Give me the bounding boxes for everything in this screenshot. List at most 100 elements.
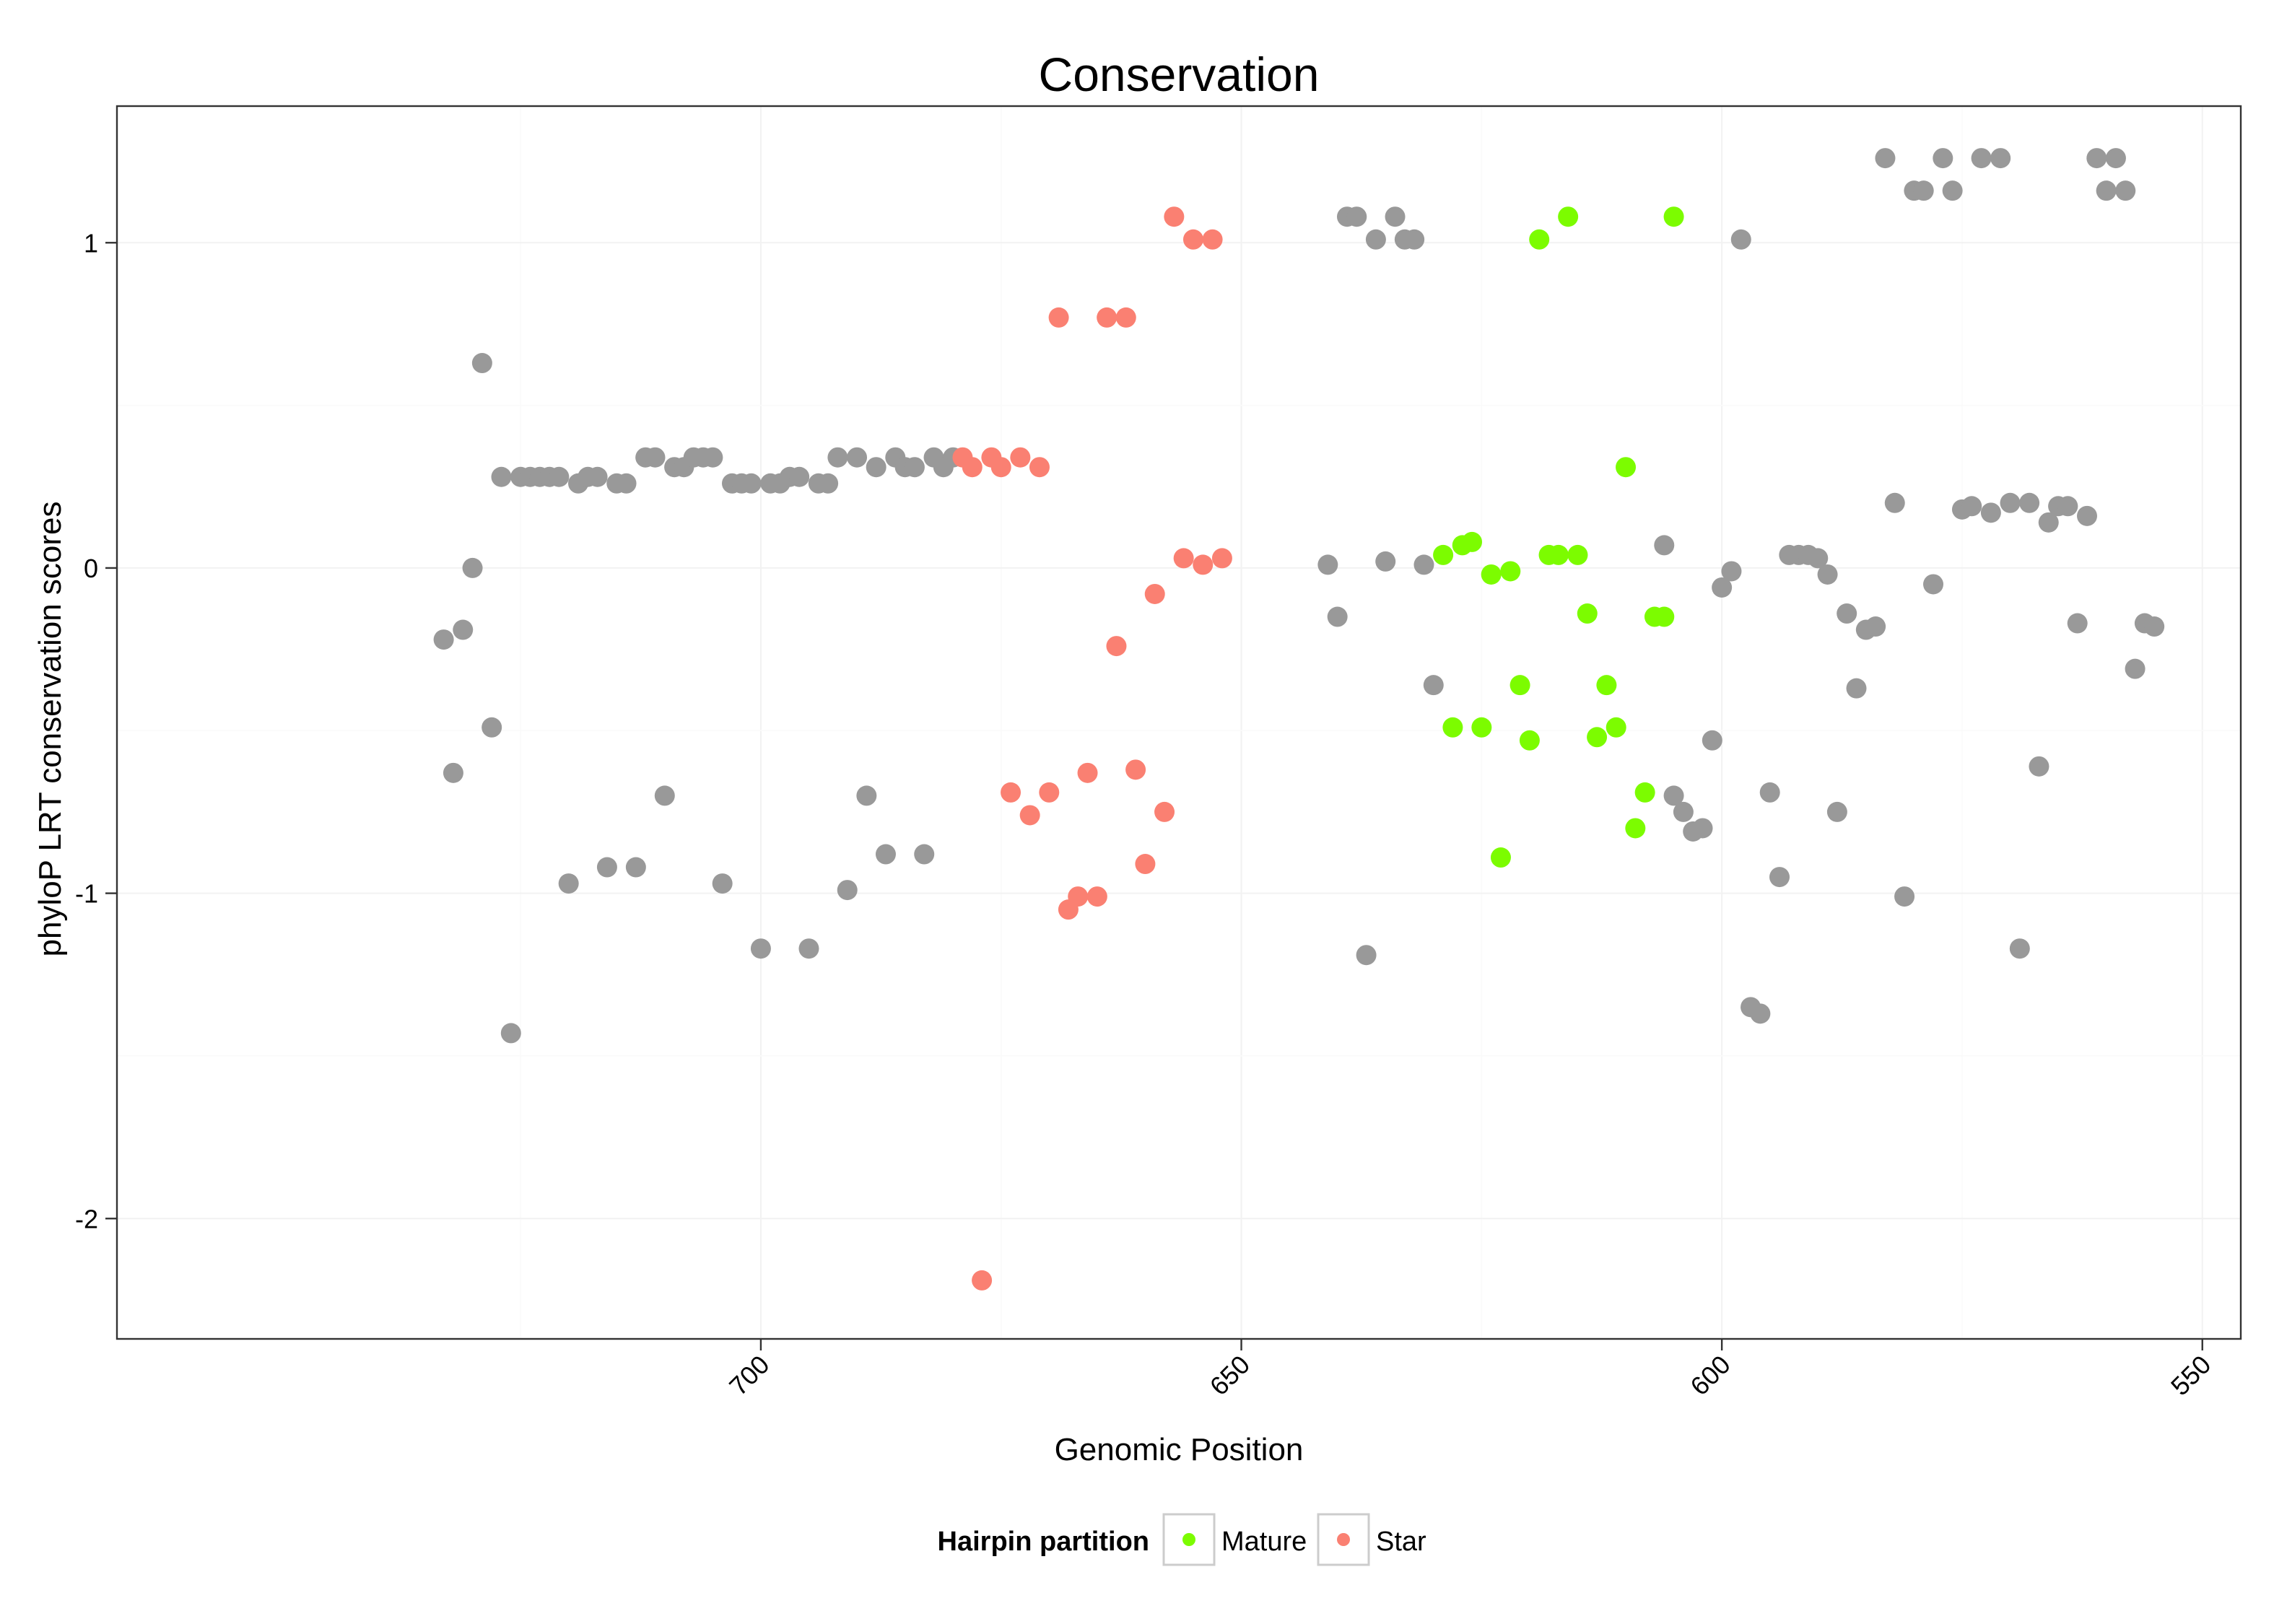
point-other: [1923, 574, 1944, 595]
point-mature: [1548, 544, 1569, 565]
point-mature: [1558, 206, 1579, 227]
data-points: [433, 148, 2165, 1291]
point-mature: [1481, 564, 1502, 585]
point-mature: [1654, 606, 1675, 627]
point-other: [1884, 492, 1905, 513]
point-mature: [1442, 717, 1463, 738]
point-other: [741, 473, 762, 494]
point-other: [1971, 148, 1992, 169]
point-mature: [1577, 603, 1598, 624]
point-other: [1413, 554, 1434, 575]
point-other: [2029, 756, 2049, 777]
point-other: [1865, 616, 1886, 637]
point-mature: [1433, 544, 1454, 565]
point-other: [1673, 801, 1694, 822]
point-other: [587, 466, 608, 487]
point-other: [2077, 505, 2098, 526]
point-other: [837, 880, 858, 901]
point-star: [1164, 206, 1185, 227]
point-star: [1182, 229, 1203, 250]
point-other: [1817, 564, 1838, 585]
point-star: [962, 457, 983, 478]
point-other: [491, 466, 512, 487]
point-other: [827, 447, 848, 468]
point-other: [1837, 603, 1857, 624]
point-other: [1712, 577, 1733, 598]
point-other: [1375, 551, 1396, 572]
point-other: [1980, 502, 2001, 523]
legend-dot-mature: [1182, 1533, 1195, 1546]
point-other: [1654, 535, 1675, 556]
point-mature: [1625, 818, 1646, 839]
point-star: [990, 457, 1011, 478]
point-other: [2086, 148, 2107, 169]
point-mature: [1663, 206, 1684, 227]
point-other: [1769, 867, 1790, 888]
point-other: [1846, 678, 1867, 699]
point-mature: [1500, 561, 1521, 582]
y-tick-label: -1: [75, 879, 98, 909]
point-star: [1135, 854, 1156, 875]
point-other: [2115, 180, 2136, 201]
y-axis-title: phyloP LRT conservation scores: [32, 501, 68, 956]
point-star: [1001, 782, 1021, 803]
point-star: [1039, 782, 1060, 803]
y-tick-label: 1: [84, 228, 98, 258]
point-other: [654, 785, 675, 806]
point-other: [1385, 206, 1406, 227]
point-other: [1750, 1003, 1771, 1024]
point-other: [856, 785, 877, 806]
point-star: [1086, 886, 1107, 907]
point-other: [2019, 492, 2040, 513]
legend-dot-star: [1337, 1533, 1350, 1546]
legend-title: Hairpin partition: [938, 1527, 1149, 1557]
point-mature: [1529, 229, 1550, 250]
point-mature: [1587, 727, 1608, 748]
point-other: [2096, 180, 2117, 201]
point-star: [1048, 307, 1069, 328]
point-other: [750, 938, 771, 959]
point-mature: [1462, 531, 1483, 552]
point-other: [2125, 658, 2146, 679]
point-other: [798, 938, 819, 959]
point-other: [818, 473, 839, 494]
point-other: [2000, 492, 2021, 513]
point-other: [1356, 945, 1377, 966]
point-star: [1097, 307, 1118, 328]
point-other: [1759, 782, 1780, 803]
point-mature: [1634, 782, 1655, 803]
point-other: [1365, 229, 1386, 250]
point-mature: [1596, 675, 1617, 696]
point-other: [1826, 801, 1847, 822]
point-other: [2057, 496, 2078, 517]
point-other: [453, 619, 474, 640]
point-star: [1068, 886, 1089, 907]
point-other: [1702, 730, 1722, 751]
y-tick-label: -2: [75, 1204, 98, 1234]
point-other: [1913, 180, 1934, 201]
point-star: [1211, 548, 1232, 569]
point-other: [2067, 613, 2088, 634]
point-other: [866, 457, 886, 478]
point-other: [625, 857, 646, 878]
chart-title: Conservation: [1039, 48, 1320, 101]
point-other: [712, 873, 733, 894]
point-other: [2038, 512, 2059, 533]
point-other: [1346, 206, 1367, 227]
point-other: [1423, 675, 1444, 696]
point-star: [1106, 636, 1127, 657]
point-other: [1692, 818, 1713, 839]
x-axis-title: Genomic Position: [1055, 1432, 1304, 1467]
point-mature: [1567, 544, 1588, 565]
point-star: [1115, 307, 1136, 328]
point-other: [847, 447, 868, 468]
point-other: [2009, 938, 2030, 959]
point-star: [1144, 583, 1165, 604]
point-star: [1125, 759, 1146, 780]
point-mature: [1471, 717, 1492, 738]
point-other: [500, 1023, 521, 1044]
point-other: [904, 457, 925, 478]
point-other: [1933, 148, 1953, 169]
point-other: [549, 466, 570, 487]
